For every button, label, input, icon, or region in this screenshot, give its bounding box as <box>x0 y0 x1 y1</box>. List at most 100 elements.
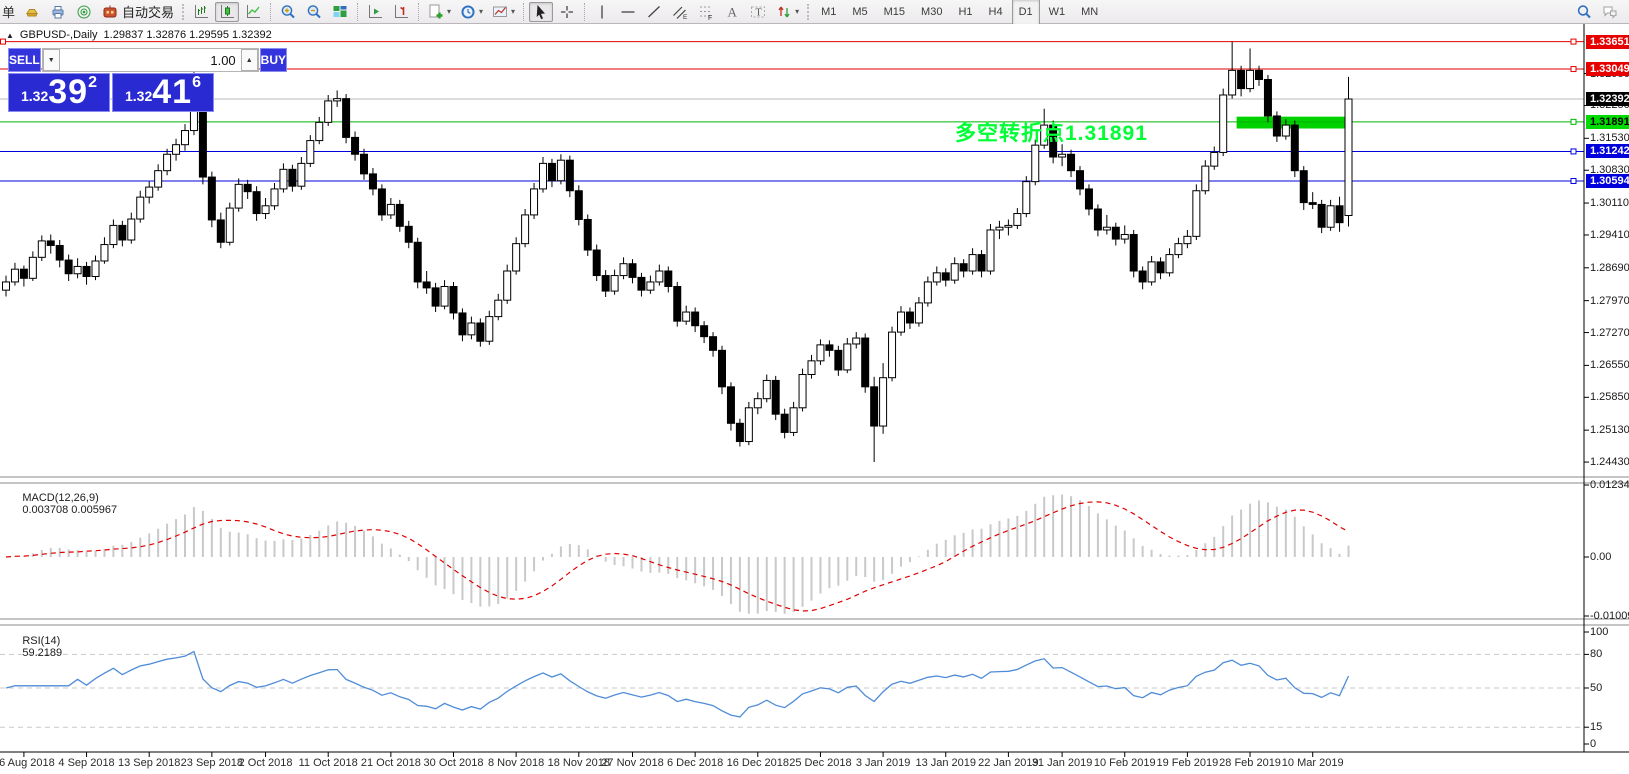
crosshair-button[interactable] <box>555 2 579 22</box>
tf-m1-button[interactable]: M1 <box>821 5 837 18</box>
candle-body <box>333 98 342 102</box>
candle-body <box>780 413 789 433</box>
text-label-button[interactable]: T <box>746 2 770 22</box>
zoom-in-button[interactable] <box>276 2 300 22</box>
chevron-down-icon: ▾ <box>795 7 800 16</box>
candle-body <box>565 159 574 192</box>
candle-body <box>888 331 897 379</box>
templates-button[interactable]: ▾ <box>488 2 518 22</box>
hline-anchor-icon[interactable] <box>1570 66 1577 73</box>
sell-price-big: 39 <box>48 73 89 111</box>
chart-shift-button[interactable] <box>389 2 413 22</box>
volume-input[interactable] <box>59 49 241 71</box>
buy-price-sup: 6 <box>192 74 201 91</box>
candle-body <box>718 349 726 388</box>
printer-icon[interactable] <box>46 2 70 22</box>
candle-body <box>172 144 181 155</box>
candle-body <box>261 205 270 215</box>
text-button[interactable]: A <box>720 2 744 22</box>
line-chart-button[interactable] <box>241 2 265 22</box>
tf-m30-button[interactable]: M30 <box>921 5 943 18</box>
hline-anchor-icon[interactable] <box>1570 38 1577 45</box>
tf-w1-button[interactable]: W1 <box>1048 5 1066 18</box>
candle-body <box>1076 170 1084 190</box>
svg-text:E: E <box>683 14 688 21</box>
trendline-button[interactable] <box>642 2 666 22</box>
candle-body <box>431 287 440 307</box>
rsi-current-value: 59.2189 <box>22 647 63 659</box>
auto-scroll-button[interactable] <box>363 2 387 22</box>
candle-body <box>879 377 888 427</box>
radar-icon[interactable] <box>72 2 96 22</box>
candle-body <box>413 241 422 283</box>
buy-price-button[interactable]: 1.32 41 6 <box>112 73 214 112</box>
pane-separator[interactable] <box>0 477 1629 483</box>
candle-body <box>288 168 297 187</box>
volume-increase-button[interactable]: ▲ <box>240 49 258 71</box>
candle-body <box>709 336 718 351</box>
vertical-line-button[interactable] <box>590 2 614 22</box>
candle-body <box>601 275 610 292</box>
annotation-text[interactable]: 多空转折点1.31891 <box>955 122 1148 145</box>
candle-body <box>1156 261 1165 274</box>
rsi-name: RSI(14) <box>22 635 61 647</box>
sell-price-button[interactable]: 1.32 39 2 <box>8 73 110 112</box>
robot-icon <box>103 5 117 17</box>
pane-separator[interactable] <box>0 619 1629 625</box>
arrows-button[interactable]: ▾ <box>772 2 802 22</box>
candle-body <box>995 226 1004 231</box>
chat-icon[interactable] <box>1598 2 1622 22</box>
indicators-button[interactable]: ▾ <box>424 2 454 22</box>
buy-price-big: 41 <box>152 73 193 111</box>
new-order-button[interactable]: 单 <box>1 5 15 20</box>
cursor-button[interactable] <box>529 1 554 22</box>
toolbar: 单 自动交易 ▾ ▾ ▾ E F A T ▾ M1 <box>0 0 1629 25</box>
hline-anchor-icon[interactable] <box>0 38 6 45</box>
macd-current-values: 0.003708 0.005967 <box>22 504 118 516</box>
tf-h1-button[interactable]: H1 <box>958 5 973 18</box>
gold-ingot-icon[interactable] <box>20 2 44 22</box>
candle-body <box>914 302 923 324</box>
tf-mn-button[interactable]: MN <box>1081 5 1099 18</box>
candle-body <box>691 311 700 327</box>
collapse-panel-icon[interactable]: ▲ <box>6 30 14 40</box>
candle-body <box>583 218 592 251</box>
sell-button[interactable]: SELL <box>8 48 41 72</box>
chart-canvas[interactable] <box>0 24 1629 774</box>
tile-windows-button[interactable] <box>328 2 352 22</box>
autotrading-button[interactable]: 自动交易 <box>98 2 177 22</box>
equidistant-channel-button[interactable]: E <box>668 2 692 22</box>
hline-anchor-icon[interactable] <box>1570 148 1577 155</box>
fibonacci-button[interactable]: F <box>694 2 718 22</box>
candle-body <box>986 229 995 272</box>
search-icon[interactable] <box>1572 2 1596 22</box>
candle-body <box>682 311 691 322</box>
tf-m5-button[interactable]: M5 <box>852 5 868 18</box>
buy-button[interactable]: BUY <box>259 48 288 72</box>
candle-body <box>1147 261 1156 283</box>
tf-d1-button[interactable]: D1 <box>1011 0 1040 25</box>
candle-body <box>1344 98 1353 217</box>
hline-anchor-icon[interactable] <box>1570 177 1577 184</box>
candle-body <box>476 322 485 342</box>
tf-h4-button[interactable]: H4 <box>988 5 1003 18</box>
periods-clock-button[interactable]: ▾ <box>456 2 486 22</box>
hline-anchor-icon[interactable] <box>1570 118 1577 125</box>
horizontal-line-button[interactable] <box>616 2 640 22</box>
svg-text:F: F <box>708 15 712 21</box>
zoom-out-button[interactable] <box>302 2 326 22</box>
candle-body <box>1058 153 1067 158</box>
candle-body <box>485 316 494 342</box>
candle-body <box>1031 144 1040 183</box>
candle-body <box>753 398 762 409</box>
candle-body <box>547 162 556 182</box>
rsi-line <box>5 650 1350 718</box>
bar-chart-button[interactable] <box>189 2 213 22</box>
tf-m15-button[interactable]: M15 <box>883 5 906 18</box>
volume-decrease-button[interactable]: ▼ <box>42 49 60 71</box>
candle-body <box>834 349 843 371</box>
candle-body <box>297 162 306 187</box>
candle-body <box>1067 153 1076 172</box>
candlestick-chart-button[interactable] <box>215 1 240 22</box>
candle-body <box>1201 165 1210 192</box>
